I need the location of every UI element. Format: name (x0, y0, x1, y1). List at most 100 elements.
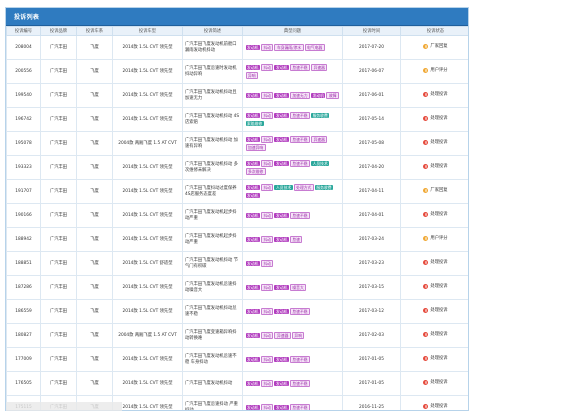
problem-tag[interactable]: 抖动 (260, 283, 274, 291)
description-link[interactable]: 广汽丰田飞度发动机抖动 (182, 371, 243, 396)
problem-tag[interactable]: 噪音大 (289, 283, 307, 291)
table-row[interactable]: 208004 广汽丰田 飞度 2014款 1.5L CVT 领先型 广汽丰田飞度发动机前… (6, 35, 468, 60)
problem-tag[interactable]: 发动机 (245, 113, 260, 119)
description-link[interactable]: 广汽丰田飞度发动机起步抖动严重 (182, 203, 243, 228)
problem-tag[interactable]: 多次维修 (245, 168, 266, 175)
description-link[interactable]: 广汽丰田飞度发动机抖动且加速无力 (182, 83, 243, 108)
problem-tag[interactable]: 抖动 (260, 184, 274, 192)
problem-tag[interactable]: 发动机 (274, 136, 289, 142)
problem-tag[interactable]: 发动机 (245, 160, 260, 166)
table-row[interactable]: 193323 广汽丰田 飞度 2014款 1.5L CVT 领先型 广汽丰田飞度发动机抖… (6, 155, 468, 180)
problem-tag[interactable]: 发动机 (274, 380, 289, 386)
problem-tag[interactable]: 异速器 (311, 63, 328, 71)
problem-tag[interactable]: 服务收费 (314, 185, 334, 191)
problem-tag[interactable]: 异速器 (311, 135, 328, 143)
problem-tag[interactable]: 抖动 (260, 379, 274, 387)
problem-tag[interactable]: 怠速不稳 (289, 355, 311, 363)
table-row[interactable]: 195078 广汽丰田 飞度 2004款 两厢飞度 1.5 AT CVT 广汽丰田飞度发… (6, 131, 468, 156)
description-link[interactable]: 广汽丰田飞度发动机抖动 加速有异响 (182, 131, 243, 156)
problem-tag[interactable]: 抖动 (260, 159, 274, 167)
problem-tag[interactable]: 抖动 (260, 211, 274, 219)
problem-tag[interactable]: 怠速不稳 (289, 159, 311, 167)
problem-tag[interactable]: 发动机 (274, 308, 289, 314)
problem-tag[interactable]: 抖动 (260, 112, 274, 120)
problem-tag[interactable]: 抖动 (260, 63, 274, 71)
table-row[interactable]: 187286 广汽丰田 飞度 2014款 1.5L CVT 领先型 广汽丰田飞度发动机怠… (6, 275, 468, 300)
problem-tag[interactable]: 发动机 (245, 332, 260, 338)
problem-tag[interactable]: 发动机 (245, 212, 260, 218)
problem-tag[interactable]: 发动机 (245, 185, 260, 191)
problem-tag[interactable]: 怠速不稳 (289, 211, 311, 219)
problem-tag[interactable]: 发动机 (274, 284, 289, 290)
problem-tag[interactable]: 发动机 (245, 260, 260, 266)
description-link[interactable]: 广汽丰田飞度怠速抖动 严重抖动 (182, 395, 243, 410)
problem-tag[interactable]: 怠速不稳 (289, 403, 311, 410)
table-row[interactable]: 180827 广汽丰田 飞度 2004款 两厢飞度 1.5 AT CVT 广汽丰田飞度变… (6, 323, 468, 348)
problem-tag[interactable]: 索赔维修 (245, 120, 264, 126)
problem-tag[interactable]: 人员技术 (311, 160, 330, 166)
problem-tag[interactable]: 故障 (326, 91, 340, 99)
problem-tag[interactable]: 抖动 (260, 331, 274, 339)
problem-tag[interactable]: 加速无力 (289, 91, 311, 99)
problem-tag[interactable]: 异速器 (274, 331, 291, 339)
problem-tag[interactable]: 异响 (291, 331, 305, 339)
description-link[interactable]: 广汽丰田飞度发动机起步抖动严重 (182, 227, 243, 252)
problem-tag[interactable]: 发动机 (245, 92, 260, 98)
problem-tag[interactable]: 发动机 (274, 404, 289, 410)
description-link[interactable]: 广汽丰田飞度发动机前舱口漏雨发动机抖动 (182, 35, 243, 60)
description-link[interactable]: 广汽丰田飞度发动机抖动 多次维修未解决 (182, 155, 243, 180)
problem-tag[interactable]: 发动机 (274, 236, 289, 242)
table-row[interactable]: 176505 广汽丰田 飞度 2014款 1.5L CVT 领先型 广汽丰田飞度发动机抖… (6, 371, 468, 396)
problem-tag[interactable]: 抖动 (260, 403, 274, 410)
problem-tag[interactable]: 怠速不稳 (289, 63, 311, 71)
problem-tag[interactable]: 发动机 (245, 236, 260, 242)
table-row[interactable]: 191707 广汽丰田 飞度 2014款 1.5L CVT 领先型 广汽丰田飞度抖动过度… (6, 179, 468, 204)
description-link[interactable]: 广汽丰田飞度发动机抖动怠速不稳 (182, 299, 243, 324)
problem-tag[interactable]: 车身漏雨/渗水 (274, 43, 304, 51)
problem-tag[interactable]: 发动机 (245, 192, 260, 198)
problem-tag[interactable]: 怠速不稳 (289, 135, 311, 143)
table-row[interactable]: 196742 广汽丰田 飞度 2014款 1.5L CVT 领先型 广汽丰田飞度发动机抖… (6, 107, 468, 132)
problem-tag[interactable]: 发动机 (274, 356, 289, 362)
problem-tag[interactable]: 抖动 (260, 355, 274, 363)
problem-tag[interactable]: 发动机 (245, 136, 260, 142)
problem-tag[interactable]: 发动机 (245, 284, 260, 290)
table-row[interactable]: 200556 广汽丰田 飞度 2014款 1.5L CVT 领先型 广汽丰田飞度怠速时发… (6, 59, 468, 84)
problem-tag[interactable]: 人员技术 (274, 185, 293, 191)
description-link[interactable]: 广汽丰田飞度发动机怠速抖动噪音大 (182, 275, 243, 300)
problem-tag[interactable]: 发动机 (274, 64, 289, 70)
problem-tag[interactable]: 发动机 (245, 64, 260, 70)
table-row[interactable]: 188942 广汽丰田 飞度 2014款 1.5L CVT 领先型 广汽丰田飞度发动机起… (6, 227, 468, 252)
description-link[interactable]: 广汽丰田飞度抖动过度保养 4S店服务态度差 (182, 179, 243, 204)
problem-tag[interactable]: 抖动 (260, 135, 274, 143)
problem-tag[interactable]: 加速异响 (245, 144, 266, 151)
problem-tag[interactable]: 发动机 (245, 380, 260, 386)
problem-tag[interactable]: 怠速不稳 (289, 112, 311, 120)
problem-tag[interactable]: 发动机 (274, 160, 289, 166)
problem-tag[interactable]: 发动机 (245, 44, 260, 50)
problem-tag[interactable]: 发动机 (245, 356, 260, 362)
problem-tag[interactable]: 发动机 (311, 92, 326, 98)
table-row[interactable]: 186559 广汽丰田 飞度 2014款 1.5L CVT 领先型 广汽丰田飞度发动机抖… (6, 299, 468, 324)
table-row[interactable]: 188851 广汽丰田 飞度 2014款 1.5L CVT 舒适型 广汽丰田飞度发动机抖… (6, 251, 468, 276)
problem-tag[interactable]: 怠速不稳 (289, 379, 311, 387)
problem-tag[interactable]: 处理方式 (293, 184, 314, 192)
problem-tag[interactable]: 发动机 (245, 404, 260, 410)
description-link[interactable]: 广汽丰田飞度发动机抖动 节气门有积碳 (182, 251, 243, 276)
description-link[interactable]: 广汽丰田飞度怠速时发动机抖动异响 (182, 59, 243, 84)
problem-tag[interactable]: 抖动 (260, 307, 274, 315)
table-row[interactable]: 190166 广汽丰田 飞度 2014款 1.5L CVT 领先型 广汽丰田飞度发动机起… (6, 203, 468, 228)
problem-tag[interactable]: 怠速 (289, 235, 303, 243)
problem-tag[interactable]: 抖动 (260, 43, 274, 51)
problem-tag[interactable]: 发动机 (274, 212, 289, 218)
problem-tag[interactable]: 抖动 (260, 259, 274, 267)
problem-tag[interactable]: 发动机 (274, 92, 289, 98)
problem-tag[interactable]: 服务收费 (311, 113, 330, 119)
table-row[interactable]: 177009 广汽丰田 飞度 2014款 1.5L CVT 领先型 广汽丰田飞度发动机怠… (6, 347, 468, 372)
description-link[interactable]: 广汽丰田飞度发动机抖动 4S店索赔 (182, 107, 243, 132)
description-link[interactable]: 广汽丰田飞度变速箱异响抖动转换难 (182, 323, 243, 348)
problem-tag[interactable]: 怠速不稳 (289, 307, 311, 315)
problem-tag[interactable]: 抖动 (260, 91, 274, 99)
description-link[interactable]: 广汽丰田飞度发动机怠速不稳 车身抖动 (182, 347, 243, 372)
problem-tag[interactable]: 发动机 (274, 113, 289, 119)
